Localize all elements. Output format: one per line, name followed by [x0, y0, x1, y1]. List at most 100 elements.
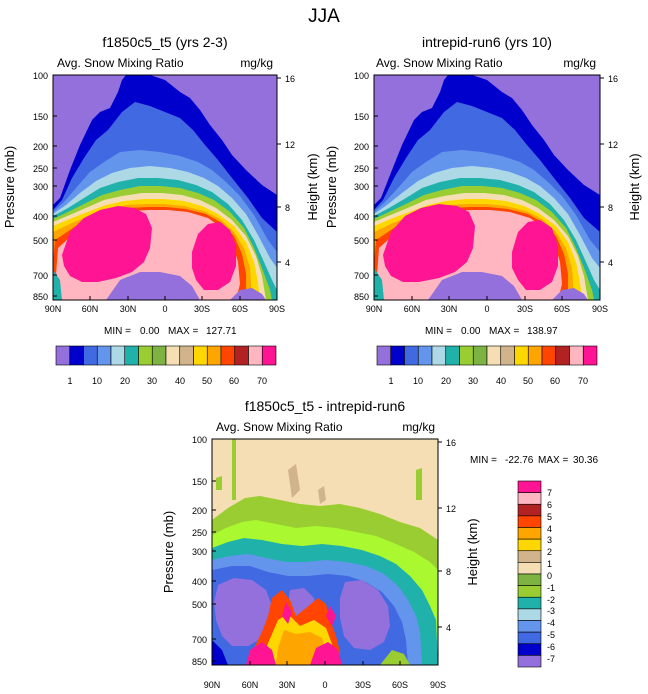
- panel-1-htick-8: 8: [285, 203, 290, 213]
- panel-1-xtick-60n: 60N: [82, 304, 99, 314]
- panel-3-htick-4: 4: [446, 623, 451, 633]
- panel-3-xtick-90n: 90N: [204, 680, 221, 690]
- panel-3-min-value: -22.76: [505, 455, 534, 466]
- panel-2-min-value: 0.00: [461, 326, 481, 337]
- panel-2-htick-8: 8: [608, 203, 613, 213]
- panel-2-ytick-100: 100: [354, 71, 369, 81]
- panel-2-height-ticks: 16 12 8 4: [608, 74, 618, 268]
- panel-1-ytick-700: 700: [33, 271, 48, 281]
- colorbar-swatch: [417, 345, 433, 366]
- colorbar-swatch: [376, 345, 392, 366]
- panel-3-colorbar-labels: 7 6 5 4 3 2 1 0 -1 -2 -3 -4 -5 -6 -7: [547, 488, 555, 664]
- panel-2-ytick-150: 150: [354, 112, 369, 122]
- panel-1-min-value: 0.00: [140, 326, 160, 337]
- panel-1-colorbar-labels: 1 10 20 30 40 50 60 70: [67, 376, 267, 386]
- panel-1-xtick-0: 0: [162, 304, 167, 314]
- panel-3-ytick-200: 200: [192, 506, 207, 516]
- panel-3-ytick-700: 700: [192, 635, 207, 645]
- panel-1-ytick-400: 400: [33, 212, 48, 222]
- panel-1-y-ticks: 100 150 200 250 300 400 500 700 850: [33, 71, 48, 302]
- colorbar-swatch: [517, 515, 542, 528]
- colorbar-swatch: [486, 345, 502, 366]
- panel-1: f1850c5_t5 (yrs 2-3) Avg. Snow Mixing Ra…: [2, 34, 320, 386]
- colorbar-swatch: [83, 345, 98, 366]
- panel-1-xtick-60s: 60S: [232, 304, 248, 314]
- panel-3-xtick-90s: 90S: [430, 680, 446, 690]
- panel-3-xtick-30n: 30N: [279, 680, 296, 690]
- panel-3-cb-label-m7: -7: [547, 654, 555, 664]
- colorbar-swatch: [459, 345, 474, 366]
- colorbar-swatch: [517, 550, 542, 563]
- panel-1-cb-label-30: 30: [147, 376, 157, 386]
- panel-1-units-label: mg/kg: [240, 56, 273, 70]
- panel-2-units-label: mg/kg: [563, 56, 596, 70]
- panel-3-ytick-850: 850: [192, 657, 207, 667]
- panel-2-max-value: 138.97: [527, 326, 558, 337]
- panel-1-ytick-850: 850: [33, 292, 48, 302]
- panel-3-cb-label-4: 4: [547, 524, 552, 534]
- panel-2-xtick-30n: 30N: [441, 304, 458, 314]
- panel-1-stats: MIN = 0.00 MAX = 127.71: [104, 326, 237, 337]
- panel-3-stats: MIN = -22.76 MAX = 30.36: [470, 455, 598, 466]
- colorbar-swatch: [517, 538, 542, 552]
- panel-2-ytick-850: 850: [354, 292, 369, 302]
- panel-1-cb-label-60: 60: [229, 376, 239, 386]
- panel-1-ytick-100: 100: [33, 71, 48, 81]
- panel-2-xtick-60s: 60S: [554, 304, 570, 314]
- panel-2-xtick-30s: 30S: [517, 304, 533, 314]
- colorbar-swatch: [55, 345, 71, 366]
- panel-2-ytick-500: 500: [354, 236, 369, 246]
- panel-2-x-ticks: 90N 60N 30N 0 30S 60S 90S: [366, 304, 608, 314]
- panel-1-min-label: MIN =: [104, 326, 131, 337]
- colorbar-swatch: [165, 345, 181, 366]
- panel-3: f1850c5_t5 - intrepid-run6 Avg. Snow Mix…: [161, 398, 598, 690]
- panel-3-y-ticks: 100 150 200 250 300 400 500 700 850: [192, 435, 207, 667]
- panel-3-units-label: mg/kg: [402, 420, 435, 434]
- panel-2-xtick-90s: 90S: [592, 304, 608, 314]
- panel-1-cb-label-50: 50: [202, 376, 212, 386]
- panel-3-cb-label-7: 7: [547, 488, 552, 498]
- colorbar-swatch: [69, 345, 84, 366]
- panel-1-xtick-90s: 90S: [269, 304, 285, 314]
- panel-1-title: f1850c5_t5 (yrs 2-3): [102, 34, 227, 50]
- panel-3-cb-label-m2: -2: [547, 595, 555, 605]
- panel-3-cb-label-1: 1: [547, 559, 552, 569]
- panel-2-xtick-60n: 60N: [404, 304, 421, 314]
- colorbar-swatch: [582, 345, 598, 366]
- colorbar-swatch: [569, 345, 584, 366]
- panel-1-colorbar: [55, 345, 277, 366]
- colorbar-swatch: [96, 345, 112, 366]
- panel-2-htick-4: 4: [608, 258, 613, 268]
- panel-3-htick-16: 16: [446, 438, 456, 448]
- panel-1-ylabel-right: Height (km): [305, 153, 320, 220]
- colorbar-swatch: [517, 596, 542, 610]
- panel-2: intrepid-run6 (yrs 10) Avg. Snow Mixing …: [324, 34, 642, 386]
- panel-1-height-ticks: 16 12 8 4: [285, 74, 295, 268]
- panel-3-max-label: MAX =: [538, 455, 568, 466]
- panel-1-ytick-150: 150: [33, 112, 48, 122]
- panel-3-title: f1850c5_t5 - intrepid-run6: [245, 398, 406, 414]
- colorbar-swatch: [517, 503, 542, 517]
- panel-3-htick-12: 12: [446, 504, 456, 514]
- panel-3-ytick-250: 250: [192, 528, 207, 538]
- panel-1-ytick-200: 200: [33, 142, 48, 152]
- colorbar-swatch: [527, 345, 543, 366]
- panel-1-htick-12: 12: [285, 140, 295, 150]
- colorbar-swatch: [138, 345, 153, 366]
- panel-3-cb-label-3: 3: [547, 535, 552, 545]
- panel-2-cb-label-60: 60: [550, 376, 560, 386]
- panel-2-ytick-400: 400: [354, 212, 369, 222]
- panel-2-xtick-90n: 90N: [366, 304, 383, 314]
- panel-3-ytick-500: 500: [192, 600, 207, 610]
- panel-3-cb-label-0: 0: [547, 571, 552, 581]
- panel-3-ytick-100: 100: [192, 435, 207, 445]
- colorbar-swatch: [445, 345, 460, 366]
- panel-2-ytick-700: 700: [354, 271, 369, 281]
- panel-2-ytick-250: 250: [354, 164, 369, 174]
- panel-3-xtick-60s: 60S: [392, 680, 408, 690]
- panel-2-ylabel-right: Height (km): [627, 153, 642, 220]
- panel-3-cb-label-6: 6: [547, 500, 552, 510]
- colorbar-swatch: [541, 345, 557, 366]
- panel-3-xtick-30s: 30S: [355, 680, 371, 690]
- panel-2-cb-label-40: 40: [496, 376, 506, 386]
